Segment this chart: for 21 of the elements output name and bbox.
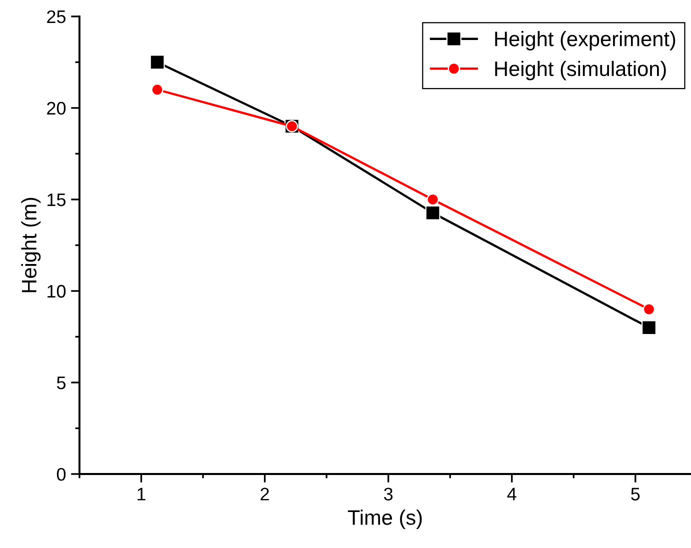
x-tick-label: 1 — [138, 488, 146, 500]
y-tick-label: 10 — [48, 284, 66, 298]
x-tick-label: 5 — [631, 488, 640, 500]
x-tick-label: 4 — [507, 488, 516, 500]
y-tick-label: 25 — [47, 10, 66, 24]
legend-label: Height (experiment) — [495, 31, 676, 50]
point — [150, 54, 165, 70]
point — [641, 320, 656, 336]
y-axis-title: Height (m) — [21, 198, 41, 292]
y-tick-label: 15 — [48, 194, 66, 206]
y-tick-label: 20 — [47, 102, 66, 115]
point — [425, 205, 440, 220]
point — [151, 84, 164, 96]
x-tick-label: 2 — [260, 488, 269, 500]
point — [426, 193, 439, 206]
x-axis-title: Time (s) — [348, 510, 422, 530]
x-tick-label: 3 — [384, 488, 393, 500]
y-tick-label: 0 — [56, 468, 66, 481]
y-tick-label: 5 — [56, 376, 66, 390]
point — [642, 303, 656, 316]
legend-label: Height (simulation) — [495, 60, 666, 80]
